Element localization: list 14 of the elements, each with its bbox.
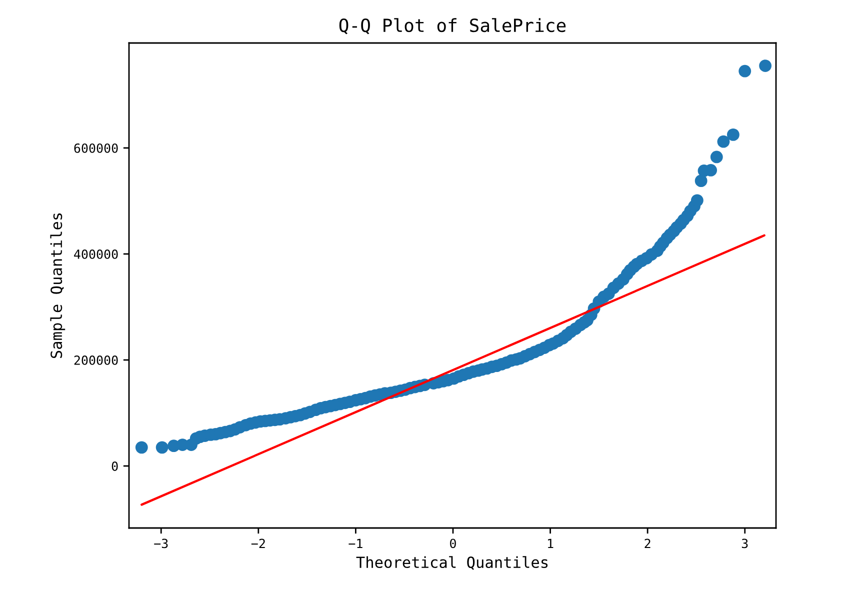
chart-title: Q-Q Plot of SalePrice [339,18,566,34]
x-tick-label: 3 [742,538,748,548]
x-tick-label: 2 [644,538,650,548]
y-tick-label: 400000 [74,249,118,259]
x-tick-label: −3 [154,538,168,548]
x-axis-title: Theoretical Quantiles [356,556,548,570]
x-tick-label: 0 [450,538,456,548]
y-tick-label: 200000 [74,355,118,365]
x-tick-label: −2 [251,538,265,548]
x-tick-label: 1 [548,538,554,548]
y-tick-label: 0 [112,461,118,471]
x-tick-label: −1 [348,538,362,548]
y-axis-title: Sample Quantiles [50,213,66,358]
y-tick-label: 600000 [74,143,118,153]
